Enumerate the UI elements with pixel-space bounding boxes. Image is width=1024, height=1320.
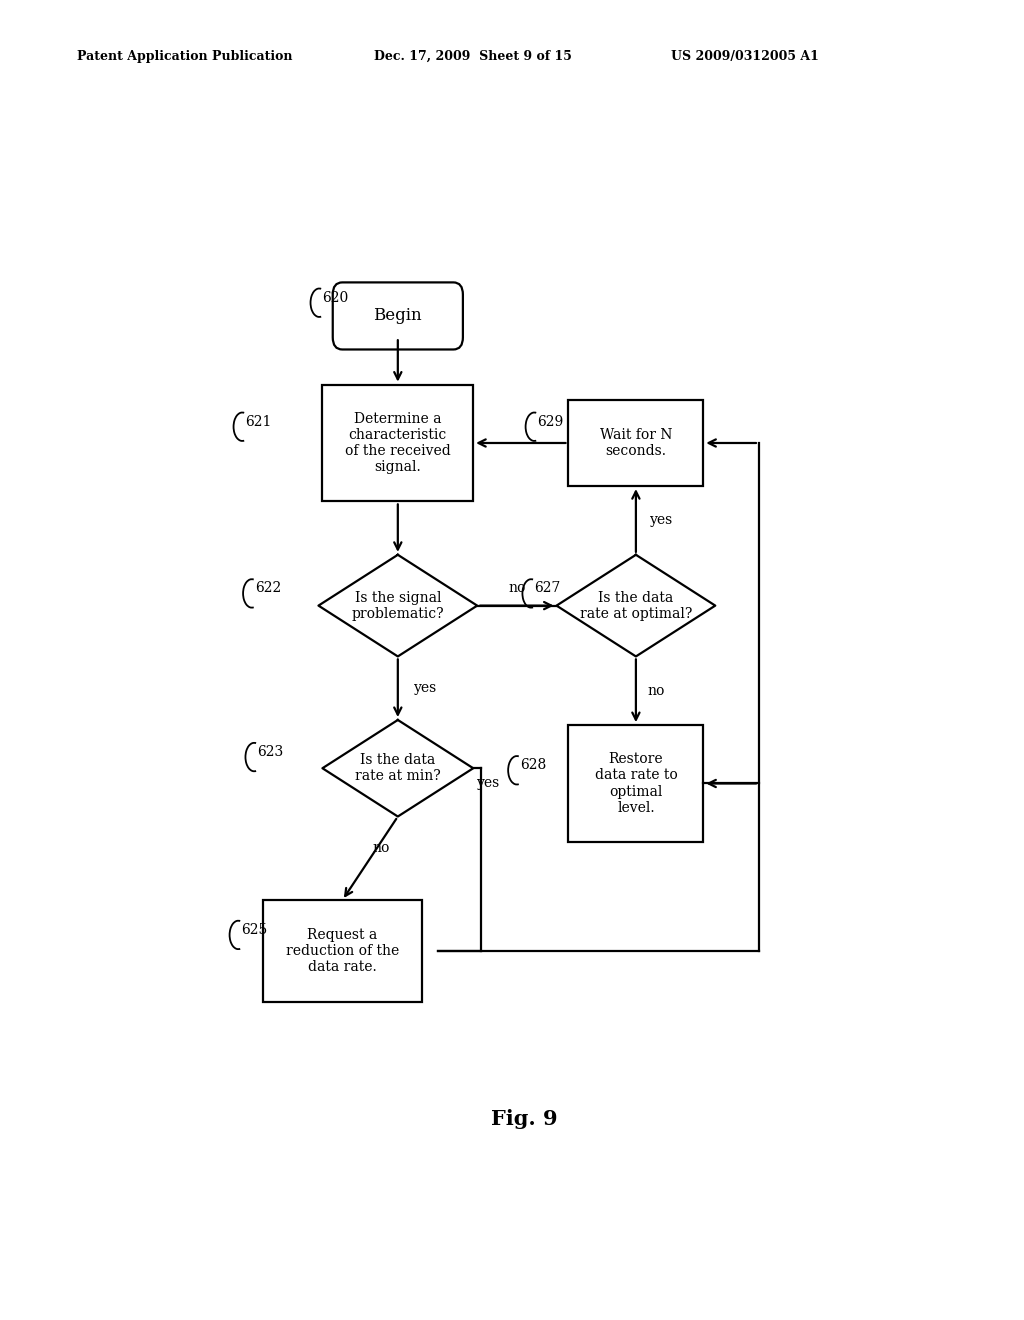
Text: US 2009/0312005 A1: US 2009/0312005 A1	[671, 50, 818, 63]
Text: 620: 620	[323, 290, 349, 305]
Polygon shape	[318, 554, 477, 656]
Polygon shape	[557, 554, 715, 656]
Text: 625: 625	[242, 923, 267, 937]
Text: Fig. 9: Fig. 9	[492, 1109, 558, 1129]
FancyBboxPatch shape	[333, 282, 463, 350]
Text: yes: yes	[650, 513, 674, 528]
Text: Dec. 17, 2009  Sheet 9 of 15: Dec. 17, 2009 Sheet 9 of 15	[374, 50, 571, 63]
Bar	[263, 900, 422, 1002]
Polygon shape	[323, 719, 473, 817]
Bar	[568, 725, 703, 842]
Text: 628: 628	[520, 758, 546, 772]
Text: Is the signal
problematic?: Is the signal problematic?	[351, 590, 444, 620]
Text: yes: yes	[414, 681, 437, 696]
Text: 623: 623	[257, 744, 284, 759]
Text: Determine a
characteristic
of the received
signal.: Determine a characteristic of the receiv…	[345, 412, 451, 474]
Text: no: no	[373, 841, 390, 855]
Text: Request a
reduction of the
data rate.: Request a reduction of the data rate.	[286, 928, 399, 974]
Bar	[568, 400, 703, 486]
Text: 621: 621	[246, 414, 271, 429]
Text: Patent Application Publication: Patent Application Publication	[77, 50, 292, 63]
Text: no: no	[508, 581, 525, 595]
Text: Wait for N
seconds.: Wait for N seconds.	[600, 428, 672, 458]
Text: yes: yes	[477, 776, 501, 791]
Text: no: no	[648, 684, 666, 698]
Text: Is the data
rate at min?: Is the data rate at min?	[355, 754, 440, 783]
Text: 622: 622	[255, 581, 282, 595]
Bar	[323, 384, 473, 502]
Text: Begin: Begin	[374, 308, 422, 325]
Text: 627: 627	[535, 581, 561, 595]
Text: Restore
data rate to
optimal
level.: Restore data rate to optimal level.	[595, 752, 677, 814]
Text: Is the data
rate at optimal?: Is the data rate at optimal?	[580, 590, 692, 620]
Text: 629: 629	[538, 414, 564, 429]
